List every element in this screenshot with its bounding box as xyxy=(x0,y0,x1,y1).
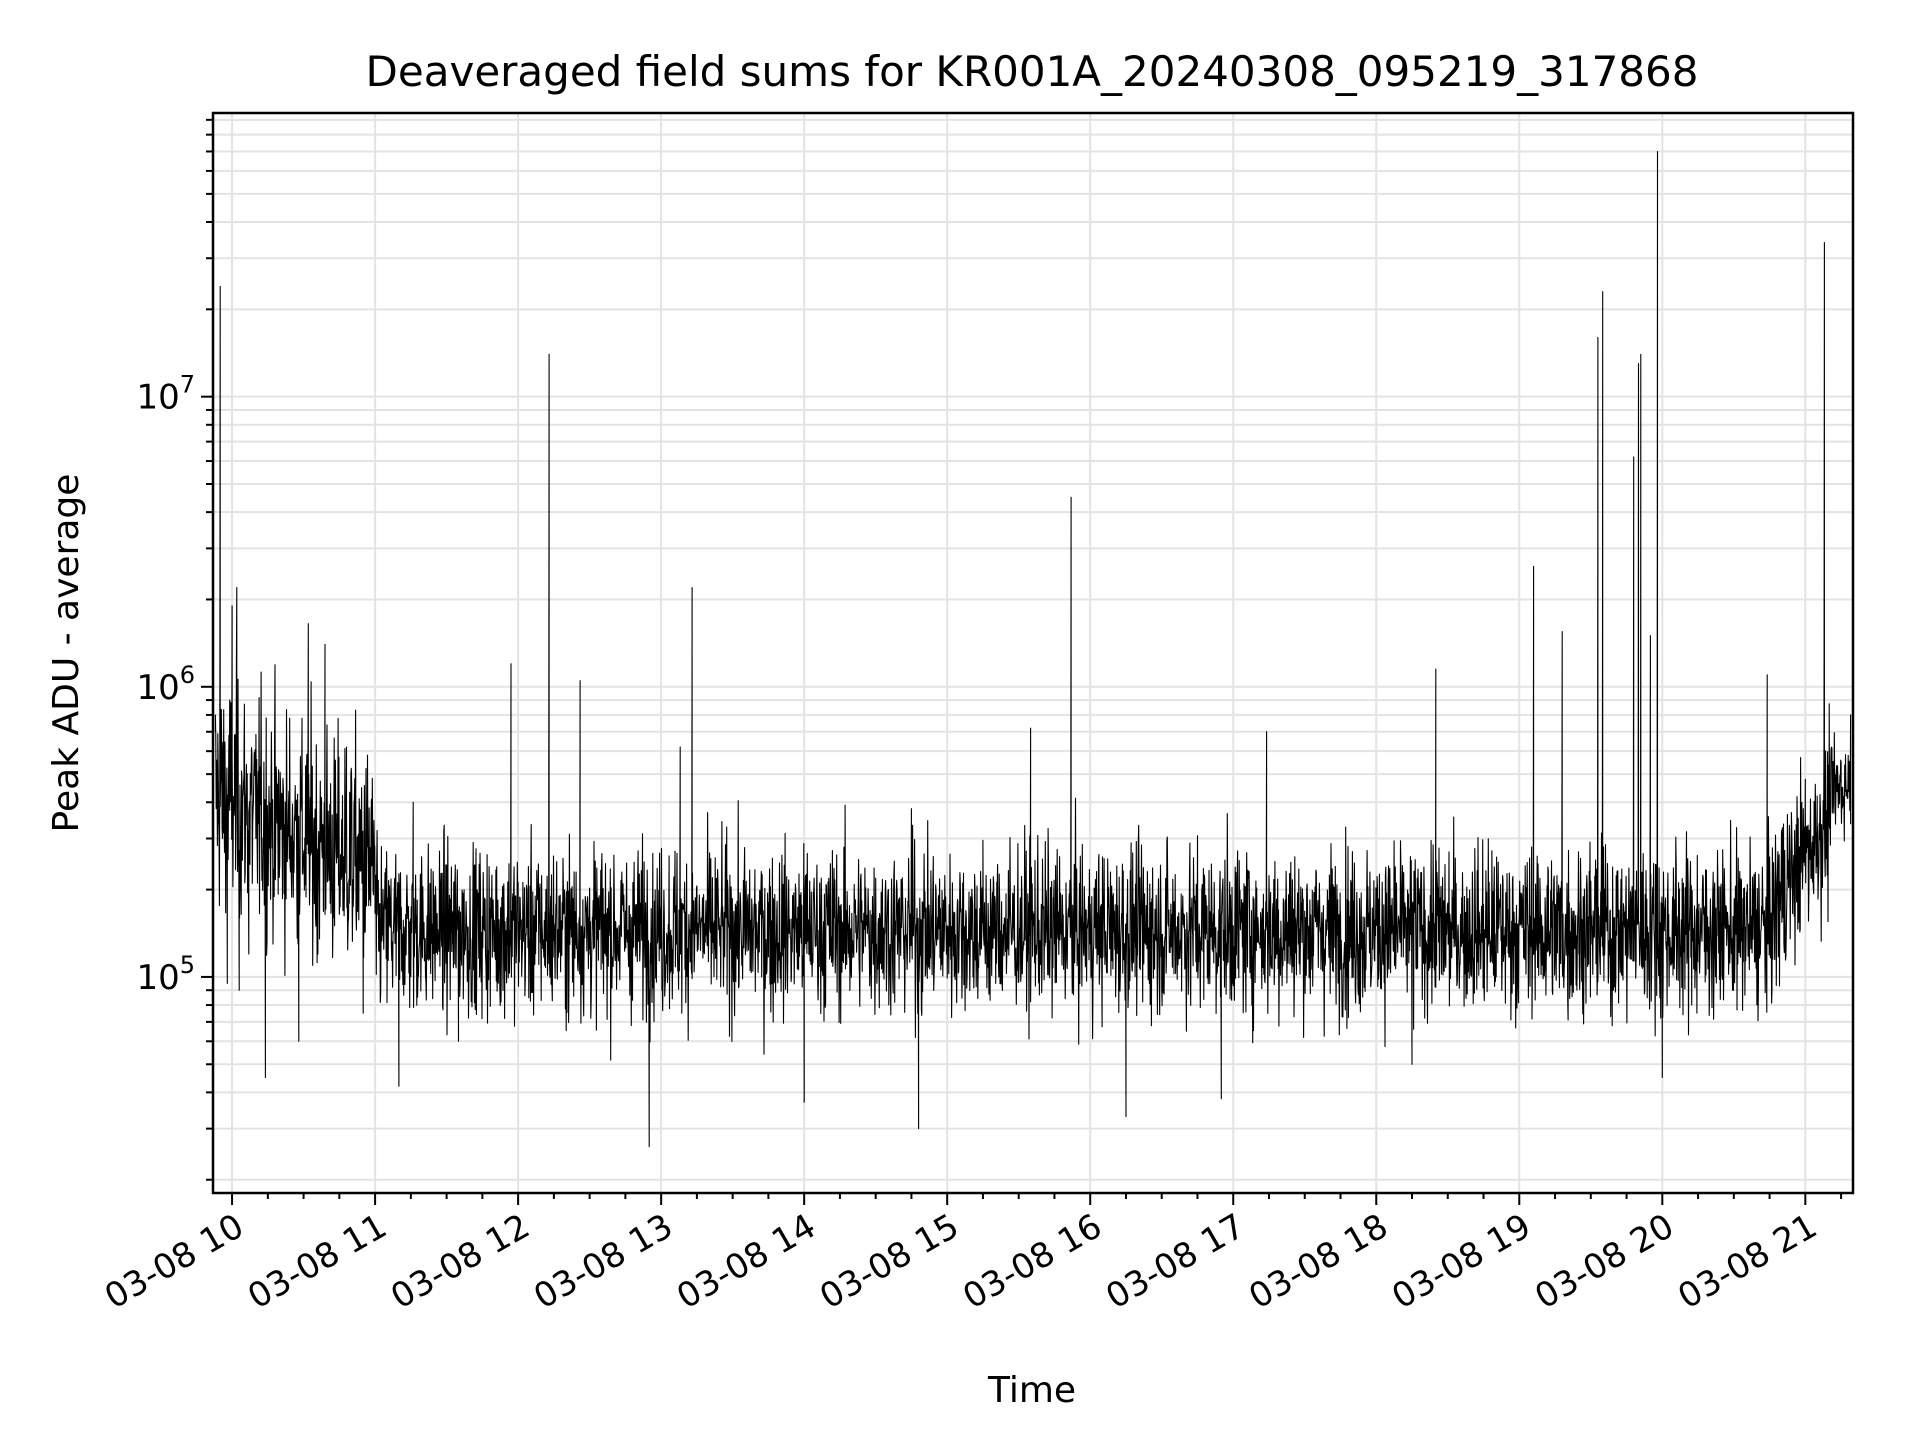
y-tick-label: 107 xyxy=(136,371,195,418)
y-tick-base: 10 xyxy=(136,668,179,708)
y-axis-label: Peak ADU - average xyxy=(46,474,87,833)
x-axis-label: Time xyxy=(987,1370,1076,1411)
series-layer xyxy=(214,150,1852,1148)
y-tick-base: 10 xyxy=(136,958,179,998)
y-tick-exponent: 5 xyxy=(180,951,195,979)
y-tick-exponent: 7 xyxy=(180,371,195,399)
y-tick-exponent: 6 xyxy=(180,661,195,689)
grid-layer xyxy=(213,113,1853,1193)
plot-frame xyxy=(211,111,1855,1195)
chart-title: Deaveraged field sums for KR001A_2024030… xyxy=(366,47,1699,96)
y-tick-label: 106 xyxy=(136,661,195,708)
y-tick-label: 105 xyxy=(136,951,195,998)
y-tick-base: 10 xyxy=(136,378,179,418)
series-line xyxy=(214,150,1852,1148)
